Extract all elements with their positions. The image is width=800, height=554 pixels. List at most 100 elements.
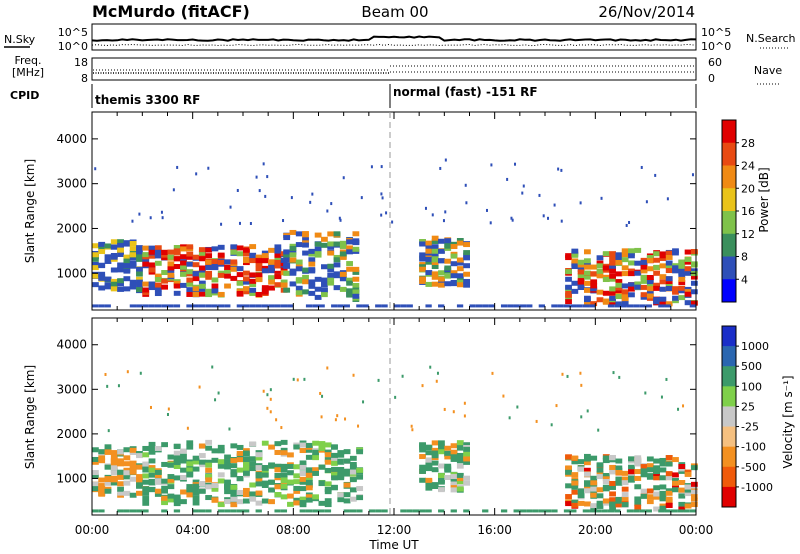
data-cell (621, 301, 629, 307)
data-cell (98, 458, 106, 464)
data-cell (305, 304, 313, 308)
colorbar-tick-5: 24 (741, 160, 755, 173)
data-cell (346, 245, 353, 251)
data-cell (463, 401, 466, 405)
data-cell (243, 498, 250, 504)
data-cell (217, 472, 225, 478)
data-cell (665, 263, 673, 269)
data-cell (217, 291, 225, 297)
data-cell (161, 495, 168, 501)
data-cell (110, 470, 118, 476)
data-cell (148, 262, 156, 268)
data-cell (640, 292, 648, 298)
data-cell (425, 259, 433, 265)
data-cell (129, 260, 137, 266)
data-cell (684, 300, 692, 306)
data-cell (142, 252, 150, 258)
data-cell (425, 248, 433, 254)
data-cell (217, 478, 225, 484)
data-cell (110, 457, 118, 463)
data-cell (98, 483, 106, 489)
data-cell (596, 474, 604, 480)
data-cell (513, 509, 520, 513)
data-cell (117, 242, 124, 248)
data-cell (180, 271, 187, 277)
data-cell (255, 291, 263, 297)
data-cell (302, 279, 309, 285)
data-cell (126, 370, 129, 374)
data-cell (205, 462, 213, 468)
data-cell (639, 509, 646, 513)
data-cell (444, 475, 452, 481)
data-cell (217, 272, 225, 278)
data-cell (463, 250, 470, 256)
data-cell (352, 283, 360, 289)
data-cell (154, 491, 162, 497)
data-cell (566, 374, 569, 378)
colorbar-segment (722, 211, 736, 235)
data-cell (110, 477, 118, 483)
data-cell (425, 245, 433, 251)
data-cell (299, 496, 307, 502)
data-cell (154, 282, 162, 288)
data-cell (280, 472, 288, 478)
data-cell (293, 464, 301, 470)
data-cell (425, 281, 433, 287)
data-cell (283, 287, 291, 293)
data-cell (689, 304, 696, 308)
data-cell (444, 450, 452, 456)
data-cell (198, 286, 206, 292)
data-cell (295, 259, 303, 265)
data-cell (344, 417, 347, 421)
data-cell (326, 366, 329, 370)
data-cell (274, 259, 282, 265)
data-cell (391, 220, 394, 224)
data-cell (123, 240, 131, 246)
data-cell (538, 304, 545, 308)
velocity-colorbar-label: Velocity [m s⁻¹] (781, 375, 795, 468)
data-cell (571, 502, 579, 508)
data-cell (249, 287, 257, 293)
data-cell (577, 466, 585, 472)
data-cell (595, 509, 602, 513)
data-cell (224, 259, 231, 265)
data-cell (104, 488, 112, 494)
data-cell (684, 256, 692, 262)
data-cell (338, 216, 341, 220)
data-cell (431, 440, 439, 446)
data-cell (327, 272, 335, 278)
data-cell (438, 258, 445, 264)
data-cell (255, 481, 263, 487)
data-cell (289, 245, 297, 251)
data-cell (229, 205, 232, 209)
data-cell (123, 447, 131, 453)
data-cell (665, 280, 673, 286)
data-cell (217, 259, 225, 265)
data-cell (312, 304, 319, 308)
data-cell (640, 264, 648, 270)
velocity-colorbar: 1000 500 100 25 -25 -100 -500 -1000 (721, 325, 773, 508)
data-cell (419, 477, 426, 483)
data-cell (269, 410, 272, 414)
colorbar-tick-1: 500 (741, 360, 762, 373)
data-cell (295, 242, 303, 248)
data-cell (456, 463, 464, 469)
data-cell (92, 273, 99, 279)
data-cell (450, 449, 458, 455)
data-cell (305, 454, 313, 460)
data-cell (450, 454, 458, 460)
data-cell (628, 282, 635, 288)
data-cell (274, 467, 282, 473)
power-data (92, 158, 698, 308)
data-cell (444, 454, 452, 460)
data-cell (236, 499, 244, 505)
nsky-label: N.Sky (4, 33, 36, 46)
data-cell (249, 278, 257, 284)
data-cell (92, 509, 99, 513)
data-cell (142, 479, 150, 485)
x-tick-label-6: 00:00 (679, 523, 714, 537)
data-cell (557, 167, 560, 171)
data-cell (161, 442, 168, 448)
colorbar-tick-6: -500 (741, 461, 766, 474)
